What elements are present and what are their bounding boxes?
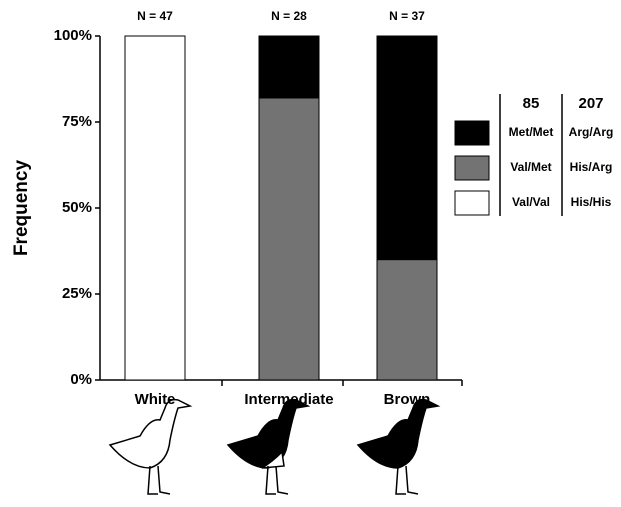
n-label: N = 47 (137, 9, 173, 23)
legend-label: Val/Val (512, 195, 550, 209)
legend-label: Val/Met (510, 160, 551, 174)
legend-swatch (455, 191, 489, 215)
x-tick-label: White (135, 391, 176, 408)
legend-label: Met/Met (509, 125, 554, 139)
x-tick-label: Brown (384, 391, 431, 408)
bar-segment (125, 36, 185, 380)
y-tick-label: 50% (62, 199, 92, 216)
legend-label: His/Arg (570, 160, 613, 174)
y-tick-label: 25% (62, 285, 92, 302)
white-bird-icon (110, 400, 190, 494)
n-label: N = 37 (389, 9, 425, 23)
legend-label: Arg/Arg (569, 125, 614, 139)
bar-segment (377, 260, 437, 380)
y-tick-label: 75% (62, 113, 92, 130)
legend-header: 207 (578, 95, 603, 112)
legend-swatch (455, 156, 489, 180)
legend-header: 85 (523, 95, 540, 112)
legend-label: His/His (571, 195, 612, 209)
bar-segment (377, 36, 437, 260)
legend-swatch (455, 121, 489, 145)
bar-segment (259, 36, 319, 98)
brown-bird-icon (358, 400, 438, 494)
intermediate-bird-icon (228, 400, 308, 494)
x-tick-label: Intermediate (244, 391, 333, 408)
y-tick-label: 100% (54, 27, 92, 44)
bar-segment (259, 98, 319, 380)
chart: Frequency 0% 25% 50% 75% 100% White N = 47 Inte… (0, 0, 621, 502)
n-label: N = 28 (271, 9, 307, 23)
y-tick-label: 0% (70, 371, 92, 388)
y-axis-label: Frequency (11, 160, 32, 257)
